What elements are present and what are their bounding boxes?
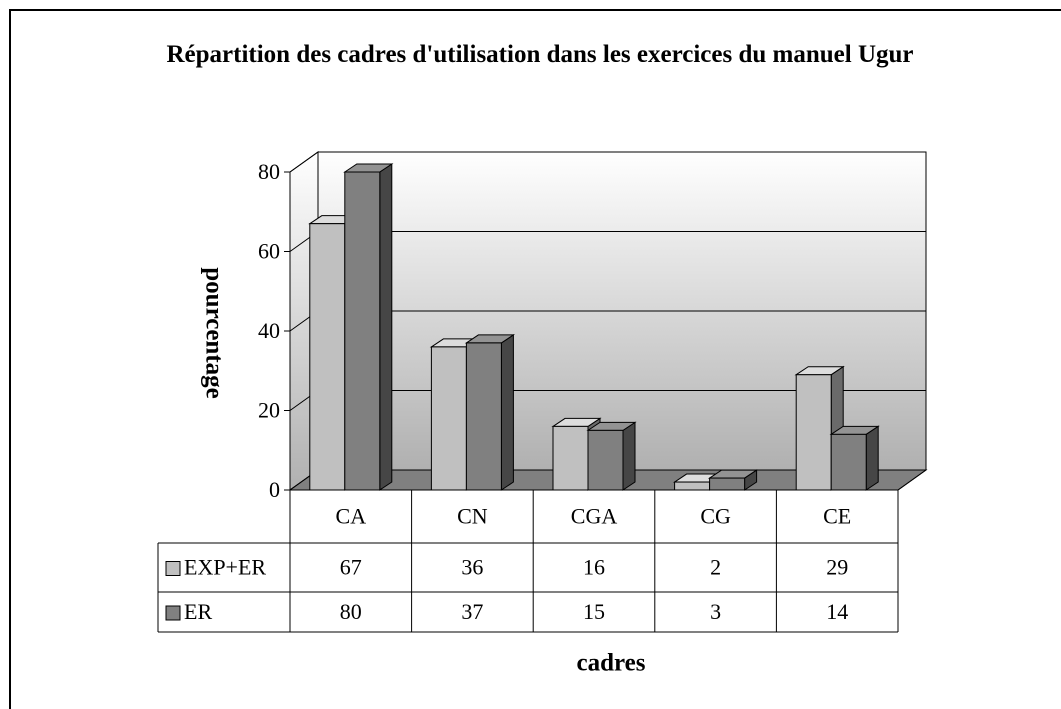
legend-key — [165, 605, 181, 621]
table-value: 80 — [340, 599, 362, 624]
y-tick-label: 0 — [269, 477, 280, 502]
legend-label: ER — [184, 599, 212, 624]
bar-side — [500, 333, 514, 491]
y-tick-label: 60 — [258, 239, 280, 264]
bar — [795, 374, 832, 491]
x-tick-label: CE — [823, 504, 851, 529]
table-line — [897, 469, 927, 491]
bar — [709, 477, 746, 491]
bar — [344, 171, 381, 491]
x-tick-label: CGA — [571, 504, 618, 529]
x-tick-label: CG — [700, 504, 731, 529]
bar — [465, 342, 502, 491]
bar — [552, 425, 589, 491]
bar — [430, 346, 467, 491]
y-tick-label: 80 — [258, 159, 280, 184]
bar — [830, 433, 867, 491]
table-value: 14 — [826, 599, 848, 624]
table-value: 67 — [340, 555, 362, 580]
x-tick-label: CN — [457, 504, 488, 529]
bar — [674, 481, 711, 491]
bar — [309, 223, 346, 491]
legend-key — [165, 561, 181, 576]
table-value: 36 — [461, 555, 483, 580]
y-tick-label: 20 — [258, 398, 280, 423]
table-value: 16 — [583, 555, 605, 580]
grid-line — [289, 151, 926, 173]
bar-side — [379, 163, 393, 491]
table-value: 3 — [710, 599, 721, 624]
table-value: 2 — [710, 555, 721, 580]
table-value: 29 — [826, 555, 848, 580]
legend-label: EXP+ER — [184, 555, 266, 580]
x-axis-label: cadres — [577, 650, 646, 677]
bar-side — [865, 425, 879, 491]
x-tick-label: CA — [336, 504, 367, 529]
y-axis-label: pourcentage — [200, 267, 227, 398]
y-tick-label: 40 — [258, 318, 280, 343]
table-value: 15 — [583, 599, 605, 624]
chart-title: Répartition des cadres d'utilisation dan… — [166, 41, 914, 68]
table-value: 37 — [461, 599, 483, 624]
bar — [587, 429, 624, 491]
bar-side — [622, 421, 636, 491]
